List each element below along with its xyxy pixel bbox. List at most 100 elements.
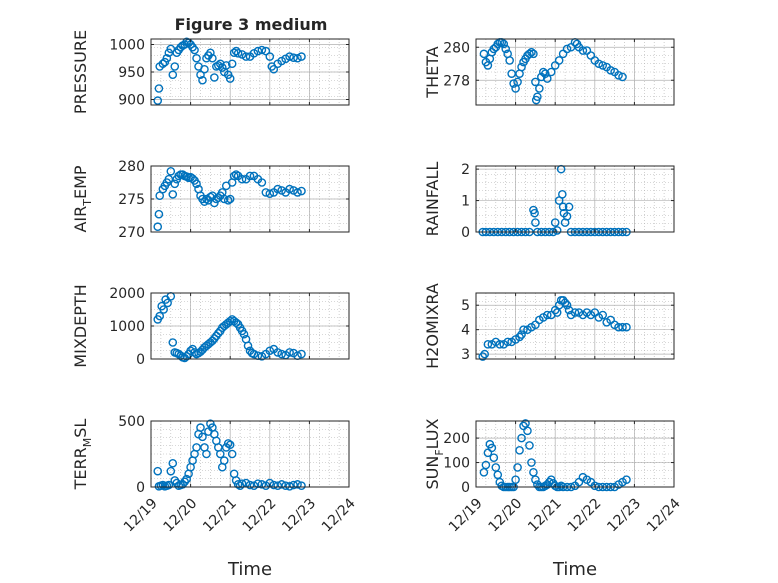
data-point xyxy=(153,222,163,232)
data-point xyxy=(273,348,283,357)
data-point xyxy=(158,480,168,490)
data-point xyxy=(206,192,215,202)
data-point xyxy=(265,52,275,61)
y-tick-label: 1000 xyxy=(109,38,145,54)
data-point xyxy=(622,475,631,484)
y-axis-label: MIXDEPTH xyxy=(71,284,90,367)
y-tick-label: 2 xyxy=(461,162,470,178)
data-point xyxy=(233,49,243,58)
data-point xyxy=(273,481,283,490)
data-point xyxy=(229,48,239,58)
data-point xyxy=(515,332,524,342)
y-axis-label: SUNFLUX xyxy=(423,418,446,489)
data-point xyxy=(570,308,580,317)
data-point xyxy=(158,59,168,69)
data-point xyxy=(223,196,233,205)
x-tick-label: 12/20 xyxy=(161,495,201,535)
y-tick-label: 950 xyxy=(118,65,145,81)
data-point xyxy=(182,172,191,181)
panel-rainfall: 0 1 2 RAINFALL xyxy=(423,162,675,241)
data-point xyxy=(229,171,239,181)
data-point xyxy=(622,322,631,332)
data-point xyxy=(483,340,493,349)
data-point xyxy=(293,188,302,197)
y-tick-label: 2000 xyxy=(109,286,145,302)
data-point xyxy=(517,433,526,443)
data-point xyxy=(154,84,164,93)
data-point xyxy=(503,337,512,347)
data-point xyxy=(153,96,163,105)
data-point xyxy=(285,52,294,61)
data-point xyxy=(237,174,247,184)
panel-pressure: 900 950 1000 PRESSURE xyxy=(71,30,350,114)
data-point xyxy=(192,179,201,189)
data-point xyxy=(170,179,180,189)
axes-box xyxy=(150,420,350,488)
x-tick-label: 12/23 xyxy=(279,495,319,535)
data-point xyxy=(519,325,528,334)
data-point xyxy=(542,74,552,83)
data-point xyxy=(293,480,302,489)
y-axis-label: THETA xyxy=(423,46,442,98)
y-label-part: EMP xyxy=(71,165,90,199)
data-point xyxy=(594,59,604,69)
data-point xyxy=(515,446,524,455)
data-point xyxy=(265,346,275,356)
data-point xyxy=(564,202,574,212)
panel-mixdepth: 0 1000 2000 MIXDEPTH xyxy=(71,284,350,368)
data-point xyxy=(618,72,627,82)
data-point xyxy=(558,189,567,199)
y-label-subscript: T xyxy=(81,199,94,207)
data-point xyxy=(202,449,211,459)
data-point xyxy=(192,443,201,452)
data-point xyxy=(188,174,197,183)
data-point xyxy=(164,174,174,184)
data-point xyxy=(562,44,572,54)
data-point xyxy=(225,194,235,204)
panel-terr-msl: 0 500 12/19 12/20 12/21 12/22 12/23 12/24 Time TE… xyxy=(71,414,359,580)
data-point xyxy=(499,39,509,49)
data-point xyxy=(225,316,235,326)
y-tick-label: 1 xyxy=(461,194,470,210)
data-point xyxy=(507,69,516,78)
data-point xyxy=(509,79,518,88)
data-point xyxy=(558,49,568,59)
data-point xyxy=(168,338,178,347)
x-tick-label: 12/19 xyxy=(446,495,486,535)
data-point xyxy=(529,468,538,477)
axes-box xyxy=(475,420,675,488)
data-point xyxy=(198,432,207,442)
data-point xyxy=(297,186,306,196)
y-tick-label: 278 xyxy=(443,73,470,89)
data-point xyxy=(614,71,623,80)
data-point xyxy=(487,443,497,453)
data-point xyxy=(168,70,178,80)
data-point xyxy=(525,49,534,59)
y-axis-label: PRESSURE xyxy=(71,30,90,114)
data-point xyxy=(239,329,249,339)
y-tick-label: 0 xyxy=(136,480,145,496)
panel-sun-flux: 0 100 200 12/19 12/20 12/21 12/22 12/23 12/24 Tim… xyxy=(423,418,684,580)
data-point xyxy=(192,53,201,63)
data-point xyxy=(598,61,608,70)
y-label-part: TERR xyxy=(71,447,90,490)
data-point xyxy=(562,300,572,310)
data-point xyxy=(285,348,294,357)
data-point xyxy=(257,45,267,55)
data-point xyxy=(550,218,560,227)
data-point xyxy=(554,56,564,65)
data-point xyxy=(214,193,223,202)
data-point xyxy=(249,349,259,359)
data-point xyxy=(531,218,540,227)
data-point xyxy=(170,62,180,71)
y-tick-label: 5 xyxy=(461,298,470,314)
data-point xyxy=(265,189,275,199)
y-tick-label: 900 xyxy=(118,93,145,109)
data-point xyxy=(542,310,552,320)
data-point xyxy=(261,46,271,56)
data-point xyxy=(162,53,172,63)
data-point xyxy=(223,439,233,448)
data-point xyxy=(552,226,562,235)
y-tick-label: 3 xyxy=(461,347,470,363)
